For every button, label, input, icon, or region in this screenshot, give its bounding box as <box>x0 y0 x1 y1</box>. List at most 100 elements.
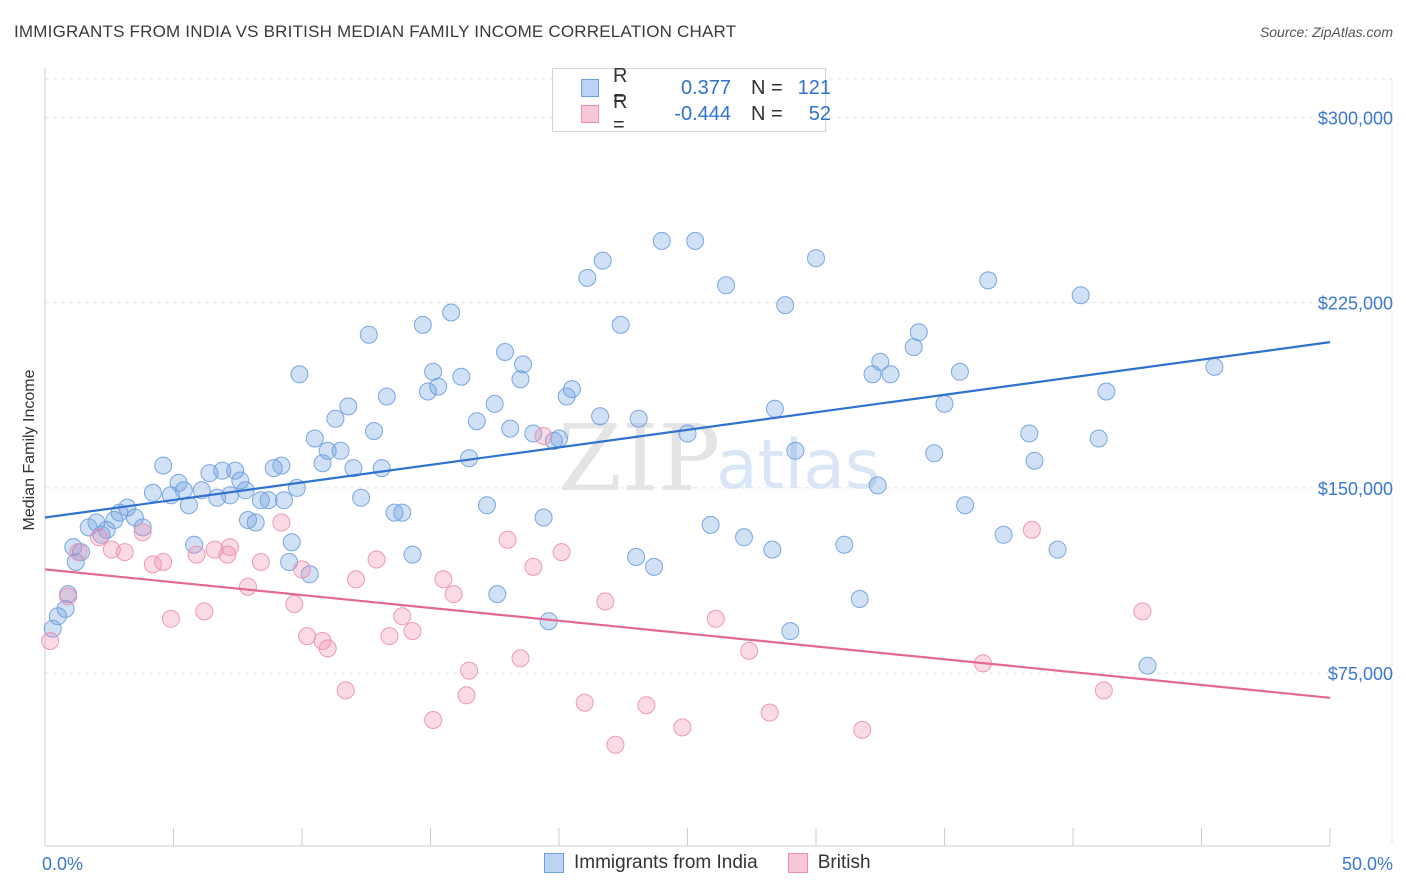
data-point <box>735 528 753 547</box>
data-point <box>1094 681 1113 700</box>
data-point <box>673 718 692 737</box>
data-point <box>179 496 198 515</box>
trend-line-india <box>44 341 1331 519</box>
series-british <box>41 427 1152 754</box>
data-point <box>359 325 378 344</box>
data-point <box>701 515 720 534</box>
y-axis-label: Median Family Income <box>21 369 38 530</box>
data-point <box>339 397 358 416</box>
data-point <box>524 557 543 576</box>
data-point <box>534 508 553 527</box>
series-label-british: British <box>817 852 871 873</box>
data-point <box>868 476 887 495</box>
data-point <box>501 419 520 438</box>
data-point <box>452 367 471 386</box>
data-point <box>1133 602 1152 621</box>
data-point <box>336 681 355 700</box>
data-point <box>161 609 180 628</box>
series-swatch-india <box>544 853 564 873</box>
data-point <box>686 231 705 250</box>
data-point <box>740 641 759 660</box>
data-point <box>467 412 486 431</box>
data-point <box>1048 540 1067 559</box>
data-point <box>611 315 630 334</box>
series-swatch-british <box>787 853 808 873</box>
data-point <box>92 525 111 544</box>
data-point <box>706 609 725 628</box>
data-point <box>434 570 453 589</box>
data-point <box>460 661 479 680</box>
data-point <box>1022 520 1041 539</box>
data-point <box>221 486 239 505</box>
data-point <box>285 595 304 613</box>
x-tick-labels: 0.0% 50.0% <box>42 854 1393 874</box>
data-point <box>1089 429 1108 448</box>
data-point <box>956 496 975 515</box>
data-point <box>90 528 108 547</box>
data-point <box>498 530 517 549</box>
data-point <box>69 543 88 562</box>
data-point <box>282 533 301 552</box>
trend-lines <box>44 341 1331 699</box>
series-india <box>43 231 1224 675</box>
data-point <box>835 535 854 554</box>
legend-r-label: R = <box>613 91 628 136</box>
data-point <box>544 431 563 450</box>
data-point <box>305 429 324 448</box>
legend-swatch-british <box>581 105 599 123</box>
data-point <box>380 627 399 646</box>
data-point <box>511 370 530 389</box>
legend-swatch-india <box>581 79 599 97</box>
legend-n-value: 121 <box>797 76 831 99</box>
data-point <box>259 491 278 510</box>
data-point <box>760 703 779 722</box>
data-point <box>154 456 173 475</box>
data-point <box>909 323 928 342</box>
legend-n-label: N = <box>751 102 783 125</box>
data-point <box>218 545 237 564</box>
data-point <box>925 444 944 463</box>
data-point <box>213 461 232 480</box>
data-point <box>645 557 664 576</box>
data-point <box>578 268 597 287</box>
data-point <box>786 441 805 460</box>
data-point <box>596 592 615 611</box>
series-legend: Immigrants from India British <box>544 852 901 874</box>
data-point <box>372 459 391 478</box>
y-tick-label: $225,000 <box>1318 294 1393 314</box>
data-point <box>290 365 309 384</box>
data-point <box>627 548 646 566</box>
data-point <box>154 553 173 571</box>
data-point <box>853 720 872 739</box>
data-point <box>629 409 648 428</box>
legend-row-india: R = 0.377 N = 121 <box>581 65 831 110</box>
data-points <box>41 231 1224 754</box>
axes <box>44 68 1331 847</box>
y-tick-labels: $75,000 $150,000 $225,000 $300,000 <box>1318 108 1393 684</box>
data-point <box>807 249 825 268</box>
data-point <box>534 427 553 445</box>
x-tick-label-min: 0.0% <box>42 854 83 874</box>
data-point <box>344 459 363 478</box>
series-legend-british: British <box>787 852 871 874</box>
data-point <box>331 441 350 460</box>
series-legend-india: Immigrants from India <box>544 852 758 874</box>
data-point <box>143 483 162 502</box>
data-point <box>133 523 152 542</box>
data-point <box>393 607 412 626</box>
data-point <box>59 587 78 606</box>
x-tick-label-max: 50.0% <box>1342 854 1393 874</box>
data-point <box>403 622 422 641</box>
data-point <box>935 394 954 413</box>
watermark-atlas: atlas <box>716 426 880 505</box>
data-point <box>717 276 736 295</box>
data-point <box>187 545 206 564</box>
data-point <box>318 639 337 658</box>
y-tick-label: $75,000 <box>1328 664 1393 684</box>
data-point <box>1138 656 1157 675</box>
data-point <box>424 711 443 729</box>
data-point <box>41 632 60 650</box>
data-point <box>781 622 800 641</box>
data-point <box>293 560 311 579</box>
data-point <box>393 503 412 522</box>
